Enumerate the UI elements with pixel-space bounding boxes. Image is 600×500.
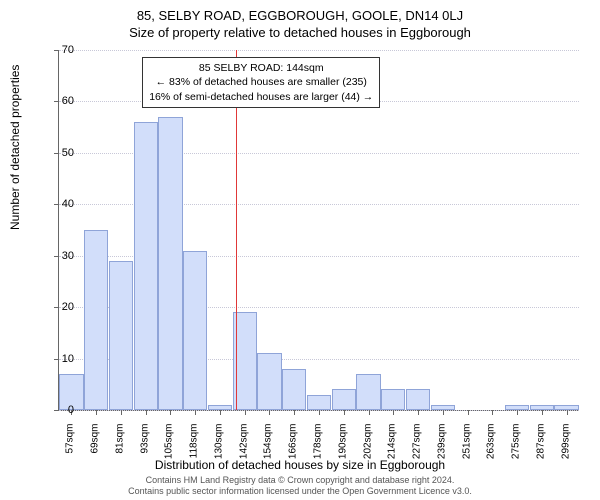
ytick-label: 0: [44, 404, 74, 416]
xtick-mark: [319, 410, 320, 415]
histogram-bar: [332, 389, 356, 410]
xtick-label: 299sqm: [560, 424, 571, 474]
chart-area: 85 SELBY ROAD: 144sqm← 83% of detached h…: [58, 50, 578, 410]
annotation-line: 85 SELBY ROAD: 144sqm: [149, 61, 373, 75]
xtick-mark: [393, 410, 394, 415]
footer-line1: Contains HM Land Registry data © Crown c…: [0, 475, 600, 486]
xtick-mark: [517, 410, 518, 415]
xtick-mark: [443, 410, 444, 415]
xtick-label: 166sqm: [288, 424, 299, 474]
annotation-box: 85 SELBY ROAD: 144sqm← 83% of detached h…: [142, 57, 380, 108]
xtick-label: 69sqm: [90, 424, 101, 474]
xtick-mark: [492, 410, 493, 415]
xtick-mark: [121, 410, 122, 415]
plot-region: 85 SELBY ROAD: 144sqm← 83% of detached h…: [58, 50, 579, 411]
histogram-bar: [307, 395, 331, 410]
histogram-bar: [356, 374, 380, 410]
xtick-label: 154sqm: [263, 424, 274, 474]
ytick-label: 30: [44, 250, 74, 262]
xtick-mark: [369, 410, 370, 415]
ytick-label: 20: [44, 301, 74, 313]
xtick-label: 118sqm: [189, 424, 200, 474]
xtick-label: 190sqm: [337, 424, 348, 474]
xtick-label: 142sqm: [238, 424, 249, 474]
xtick-label: 178sqm: [313, 424, 324, 474]
chart-title-address: 85, SELBY ROAD, EGGBOROUGH, GOOLE, DN14 …: [0, 0, 600, 23]
xtick-label: 57sqm: [65, 424, 76, 474]
annotation-line: 16% of semi-detached houses are larger (…: [149, 90, 373, 104]
histogram-bar: [257, 353, 281, 410]
ytick-label: 70: [44, 44, 74, 56]
xtick-mark: [468, 410, 469, 415]
histogram-bar: [406, 389, 430, 410]
chart-title-subtitle: Size of property relative to detached ho…: [0, 23, 600, 40]
xtick-label: 263sqm: [486, 424, 497, 474]
histogram-bar: [109, 261, 133, 410]
xtick-mark: [418, 410, 419, 415]
xtick-mark: [344, 410, 345, 415]
ytick-label: 60: [44, 95, 74, 107]
xtick-label: 202sqm: [362, 424, 373, 474]
xtick-label: 93sqm: [139, 424, 150, 474]
xtick-mark: [245, 410, 246, 415]
ytick-label: 10: [44, 353, 74, 365]
xtick-label: 214sqm: [387, 424, 398, 474]
chart-container: 85, SELBY ROAD, EGGBOROUGH, GOOLE, DN14 …: [0, 0, 600, 500]
xtick-label: 227sqm: [412, 424, 423, 474]
xtick-mark: [195, 410, 196, 415]
histogram-bar: [158, 117, 182, 410]
histogram-bar: [183, 251, 207, 410]
histogram-bar: [134, 122, 158, 410]
xtick-label: 239sqm: [436, 424, 447, 474]
xtick-label: 251sqm: [461, 424, 472, 474]
gridline: [59, 50, 579, 51]
xtick-mark: [146, 410, 147, 415]
histogram-bar: [84, 230, 108, 410]
ytick-label: 50: [44, 147, 74, 159]
histogram-bar: [381, 389, 405, 410]
ytick-label: 40: [44, 198, 74, 210]
xtick-mark: [294, 410, 295, 415]
xtick-label: 287sqm: [535, 424, 546, 474]
xtick-label: 105sqm: [164, 424, 175, 474]
xtick-label: 275sqm: [511, 424, 522, 474]
xtick-mark: [269, 410, 270, 415]
footer-attribution: Contains HM Land Registry data © Crown c…: [0, 475, 600, 498]
histogram-bar: [282, 369, 306, 410]
xtick-mark: [542, 410, 543, 415]
annotation-line: ← 83% of detached houses are smaller (23…: [149, 75, 373, 89]
xtick-label: 130sqm: [213, 424, 224, 474]
xtick-mark: [170, 410, 171, 415]
y-axis-label: Number of detached properties: [8, 65, 22, 230]
xtick-mark: [96, 410, 97, 415]
xtick-mark: [567, 410, 568, 415]
xtick-mark: [220, 410, 221, 415]
footer-line2: Contains public sector information licen…: [0, 486, 600, 497]
xtick-label: 81sqm: [114, 424, 125, 474]
